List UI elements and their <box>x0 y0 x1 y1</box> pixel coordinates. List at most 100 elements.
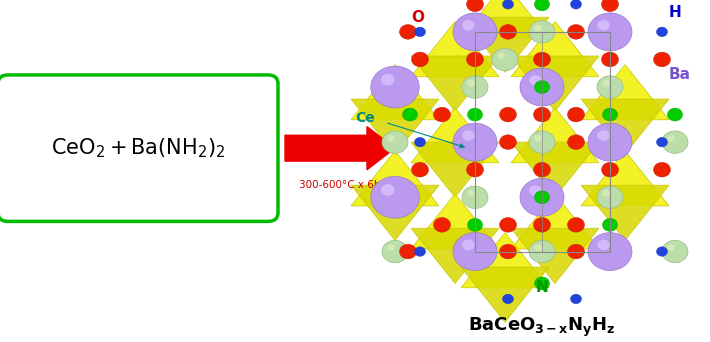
Circle shape <box>533 218 550 232</box>
Circle shape <box>415 27 425 37</box>
Circle shape <box>453 13 497 51</box>
Circle shape <box>412 162 429 177</box>
Circle shape <box>503 294 513 304</box>
Circle shape <box>601 0 618 12</box>
Circle shape <box>462 130 474 141</box>
Circle shape <box>503 0 513 9</box>
Polygon shape <box>511 194 599 249</box>
Circle shape <box>529 75 542 86</box>
Circle shape <box>529 240 555 263</box>
Circle shape <box>662 131 688 153</box>
Circle shape <box>500 25 516 39</box>
Text: $\mathrm{CeO_2 + Ba(NH_2)_2}$: $\mathrm{CeO_2 + Ba(NH_2)_2}$ <box>50 136 225 160</box>
Polygon shape <box>511 108 599 163</box>
Circle shape <box>533 162 550 177</box>
Circle shape <box>467 108 483 121</box>
Text: Ba: Ba <box>669 67 691 82</box>
Polygon shape <box>511 22 599 77</box>
Circle shape <box>597 76 623 98</box>
Circle shape <box>412 52 429 67</box>
Circle shape <box>567 107 584 122</box>
Circle shape <box>597 240 610 250</box>
Text: $\mathbf{BaCeO_{3-x}N_yH_z}$: $\mathbf{BaCeO_{3-x}N_yH_z}$ <box>468 316 616 339</box>
Text: N: N <box>535 280 548 294</box>
Circle shape <box>657 137 667 147</box>
Circle shape <box>534 135 542 142</box>
Circle shape <box>567 244 584 259</box>
Circle shape <box>462 240 474 250</box>
Polygon shape <box>511 142 599 197</box>
Circle shape <box>500 135 516 149</box>
Circle shape <box>535 81 550 93</box>
Circle shape <box>467 219 483 231</box>
Circle shape <box>653 52 670 67</box>
Circle shape <box>529 185 542 196</box>
Circle shape <box>588 123 632 161</box>
Polygon shape <box>511 56 599 111</box>
Circle shape <box>662 240 688 263</box>
Circle shape <box>371 66 419 108</box>
Circle shape <box>667 108 682 121</box>
Circle shape <box>415 137 425 147</box>
Polygon shape <box>581 151 669 206</box>
FancyBboxPatch shape <box>0 75 278 221</box>
Polygon shape <box>581 99 669 154</box>
Circle shape <box>588 13 632 51</box>
Circle shape <box>462 20 474 30</box>
Circle shape <box>529 131 555 153</box>
Circle shape <box>382 240 408 263</box>
Circle shape <box>667 135 675 142</box>
Circle shape <box>434 107 451 122</box>
Polygon shape <box>411 22 499 77</box>
Circle shape <box>657 27 667 37</box>
Circle shape <box>535 191 550 204</box>
Polygon shape <box>411 142 499 197</box>
Circle shape <box>588 233 632 271</box>
Circle shape <box>597 20 610 30</box>
Circle shape <box>601 52 618 67</box>
Polygon shape <box>411 56 499 111</box>
Circle shape <box>603 108 618 121</box>
Circle shape <box>653 162 670 177</box>
Circle shape <box>387 244 395 251</box>
Polygon shape <box>461 233 549 288</box>
Circle shape <box>453 233 497 271</box>
Circle shape <box>667 244 675 251</box>
Circle shape <box>492 48 518 71</box>
Circle shape <box>381 184 395 196</box>
Circle shape <box>381 74 395 86</box>
Polygon shape <box>351 151 439 206</box>
Circle shape <box>382 131 408 153</box>
Circle shape <box>462 76 488 98</box>
Circle shape <box>466 52 484 67</box>
Polygon shape <box>581 65 669 120</box>
Text: Ce: Ce <box>355 111 375 125</box>
Circle shape <box>520 68 564 106</box>
Circle shape <box>500 244 516 259</box>
Circle shape <box>602 190 610 197</box>
Polygon shape <box>351 99 439 154</box>
Circle shape <box>657 247 667 256</box>
Circle shape <box>400 244 417 259</box>
Circle shape <box>534 244 542 251</box>
Text: O: O <box>412 10 425 25</box>
Circle shape <box>466 0 484 12</box>
Circle shape <box>467 80 475 87</box>
Polygon shape <box>461 17 549 73</box>
Circle shape <box>453 123 497 161</box>
Circle shape <box>371 176 419 218</box>
Polygon shape <box>351 65 439 120</box>
Polygon shape <box>411 108 499 163</box>
Circle shape <box>500 218 516 232</box>
FancyArrow shape <box>285 127 395 170</box>
Circle shape <box>535 277 550 290</box>
Polygon shape <box>511 228 599 284</box>
Circle shape <box>597 186 623 209</box>
Circle shape <box>462 186 488 209</box>
Circle shape <box>497 52 505 59</box>
Circle shape <box>533 107 550 122</box>
Text: 300-600°C x 6h: 300-600°C x 6h <box>299 180 381 190</box>
Polygon shape <box>411 228 499 284</box>
Polygon shape <box>581 185 669 240</box>
Circle shape <box>529 21 555 43</box>
